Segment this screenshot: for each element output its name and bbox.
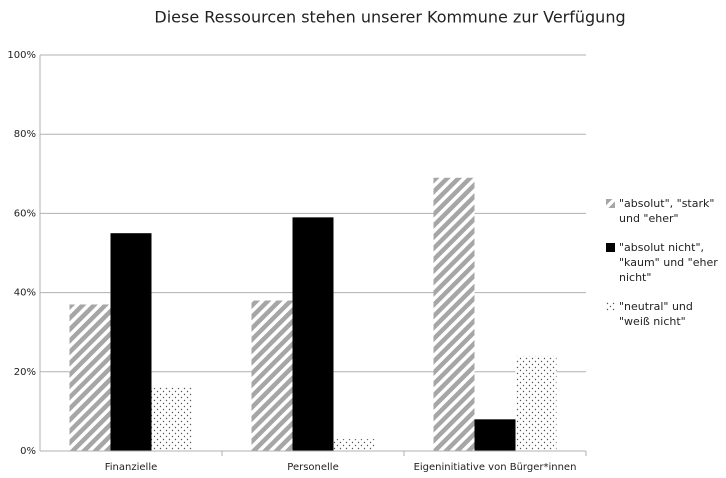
- bar: [151, 387, 193, 451]
- legend-entry: "absolut nicht", "kaum" und "eher nicht": [606, 240, 722, 285]
- x-tick-label: Personelle: [287, 462, 338, 473]
- legend-entry: "absolut", "stark" und "eher": [606, 196, 722, 226]
- y-tick-label: 20%: [14, 367, 36, 378]
- x-tick-label: Eigeninitiative von Bürger*innen: [414, 462, 577, 473]
- legend-label: "neutral" und "weiß nicht": [619, 300, 693, 328]
- bar: [515, 355, 557, 451]
- bar: [110, 233, 152, 451]
- legend-swatch: [606, 199, 615, 208]
- bar: [474, 419, 516, 451]
- legend-label: "absolut", "stark" und "eher": [619, 197, 715, 225]
- legend-entry: "neutral" und "weiß nicht": [606, 299, 722, 329]
- bar: [251, 300, 293, 451]
- y-tick-label: 40%: [14, 288, 36, 299]
- y-tick-label: 0%: [20, 446, 36, 457]
- bar: [433, 177, 475, 451]
- bar: [69, 304, 111, 451]
- legend: "absolut", "stark" und "eher" "absolut ni…: [606, 196, 722, 343]
- x-tick-label: Finanzielle: [105, 462, 158, 473]
- bar: [333, 439, 375, 451]
- legend-label: "absolut nicht", "kaum" und "eher nicht": [619, 241, 718, 284]
- bar: [292, 217, 334, 451]
- legend-swatch: [606, 243, 615, 252]
- chart-title: Diese Ressourcen stehen unserer Kommune …: [154, 8, 625, 27]
- legend-swatch: [606, 302, 615, 311]
- y-tick-label: 100%: [7, 50, 36, 61]
- y-tick-label: 60%: [14, 208, 36, 219]
- y-tick-label: 80%: [14, 129, 36, 140]
